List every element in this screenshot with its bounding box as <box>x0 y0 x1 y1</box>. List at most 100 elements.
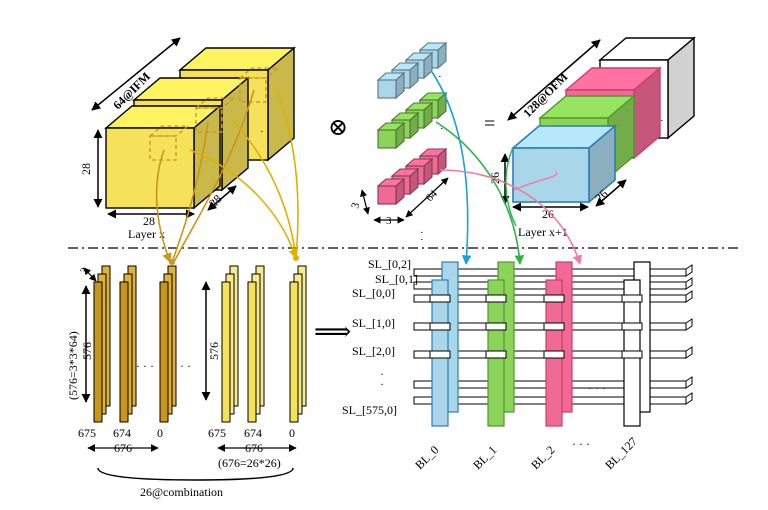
kernel-blue-3 <box>376 71 406 100</box>
weave-0-1 <box>485 294 507 303</box>
ifm-window-2 <box>239 77 267 103</box>
ifm-side-arrow <box>207 185 237 211</box>
arrow-ofm-green <box>505 149 517 227</box>
bl-label-2: BL_2 <box>528 443 557 472</box>
span-left-label: 676 <box>114 441 132 455</box>
wordline-end-1 <box>685 277 693 290</box>
weave-0-2 <box>543 294 565 303</box>
kernel-dots-2: · <box>420 234 424 246</box>
ifm-window-top-2 <box>238 67 280 79</box>
weave-0-3 <box>621 294 643 303</box>
sl-dots-b: · <box>380 377 384 391</box>
ofm-depth-arrow <box>507 39 601 121</box>
col-left-675-slab-0 <box>93 281 103 423</box>
kernel-dots: · <box>420 227 424 239</box>
kernel-dots-4: · <box>440 123 444 135</box>
layer-x-label: Layer x <box>128 227 165 241</box>
wordline-end-0 <box>685 264 693 277</box>
col-depth-arrow <box>83 267 97 282</box>
sl-label-0: SL_[0,2] <box>368 257 411 271</box>
wordline-end-6 <box>685 392 693 405</box>
wordline-end-2 <box>685 290 693 303</box>
kernel-h-arrow <box>360 189 370 215</box>
ofm-cube-blue-front <box>512 147 590 203</box>
kernel-depth-arrow <box>405 177 449 218</box>
kernel-green-3 <box>376 121 406 150</box>
col-left-0-slab-0 <box>159 281 169 423</box>
arrow-kernel-green <box>435 121 525 265</box>
ifm-cube-front-front <box>105 127 195 209</box>
equals-sign: = <box>484 113 495 135</box>
weave-2-1 <box>485 350 507 359</box>
ofm-side-arrow <box>595 179 627 207</box>
ifm-dots: · · <box>260 126 270 138</box>
wordline-end-4 <box>685 346 693 359</box>
weave-2-0 <box>429 350 451 359</box>
col-index-right-0: 675 <box>208 426 226 440</box>
arrow-junction-golddk <box>169 259 175 265</box>
arrow-window-col-0 <box>155 149 172 263</box>
connection-arrows <box>155 71 582 265</box>
col-formula-label: (576=3*3*64) <box>66 331 80 400</box>
span-right-label: 676 <box>245 441 263 455</box>
arrow-kernel-pink <box>439 169 582 265</box>
ifm-width-label: 28 <box>143 214 155 228</box>
col-index-right-2: 0 <box>289 426 295 440</box>
combination-label: 26@combination <box>140 485 223 499</box>
ofm-cubes <box>510 36 696 204</box>
arrow-window-col-3 <box>189 149 298 259</box>
col-index-right-1: 674 <box>244 426 262 440</box>
sl-dots-a: · <box>380 367 384 381</box>
col-left-674-slab-0 <box>119 281 129 423</box>
bl-label-0: BL_0 <box>412 443 441 472</box>
ifm-height-label: 28 <box>79 163 93 175</box>
ifm-window-0 <box>149 135 177 161</box>
kernel-pink-3 <box>376 177 406 206</box>
kernel-blue-3-front <box>377 79 397 99</box>
col-dots-2: · · <box>180 359 191 373</box>
arrow-window-col-5 <box>275 87 299 259</box>
crossbar-array <box>413 261 693 427</box>
ofm-width-label: 26 <box>542 207 554 221</box>
sl-label-5: SL_[575,0] <box>342 403 397 417</box>
ifm-window-1 <box>195 107 223 133</box>
col-right-674-slab-0 <box>247 281 257 423</box>
sl-label-2: SL_[0,0] <box>352 286 395 300</box>
kernel-dots-3: · <box>438 71 442 83</box>
arrow-window-col-2 <box>173 89 255 263</box>
col-index-left-0: 675 <box>78 426 96 440</box>
weave-0-0 <box>429 294 451 303</box>
ofm-dots: · <box>660 115 664 127</box>
col-index-left-1: 674 <box>113 426 131 440</box>
arrow-kernel-blue <box>431 71 472 265</box>
col-height2-label: 576 <box>207 342 221 360</box>
kernel-w-label: 3 <box>386 215 392 227</box>
ifm-depth-arrow <box>91 37 181 111</box>
kernel-h-label: 3 <box>349 201 362 210</box>
weave-1-2 <box>543 322 565 331</box>
implies-arrow: ⟹ <box>314 317 351 346</box>
bl-label-1: BL_1 <box>470 443 499 472</box>
col-index-left-2: 0 <box>157 426 163 440</box>
span-formula-label: (676=26*26) <box>218 456 281 470</box>
im2col-columns <box>93 265 307 423</box>
weave-1-0 <box>429 322 451 331</box>
col-height-label: 576 <box>80 342 94 360</box>
kernel-pink-3-front <box>377 185 397 205</box>
arrow-window-col-1 <box>171 121 209 263</box>
bl-dots: · · · <box>572 437 590 451</box>
layer-x1-label: Layer x+1 <box>518 225 568 239</box>
wordline-end-3 <box>685 318 693 331</box>
sl-label-3: SL_[1,0] <box>352 316 395 330</box>
col-right-0-slab-0 <box>289 281 299 423</box>
xbar-inner-dots: · · · <box>588 381 606 395</box>
wordline-end-5 <box>685 376 693 389</box>
col-depth-label: 3 <box>78 265 91 276</box>
kernel-cubes <box>376 41 448 206</box>
weave-1-1 <box>485 322 507 331</box>
sl-label-1: SL_[0,1] <box>375 272 418 286</box>
arrow-ofm-pink <box>513 171 558 191</box>
kernel-green-3-front <box>377 129 397 149</box>
